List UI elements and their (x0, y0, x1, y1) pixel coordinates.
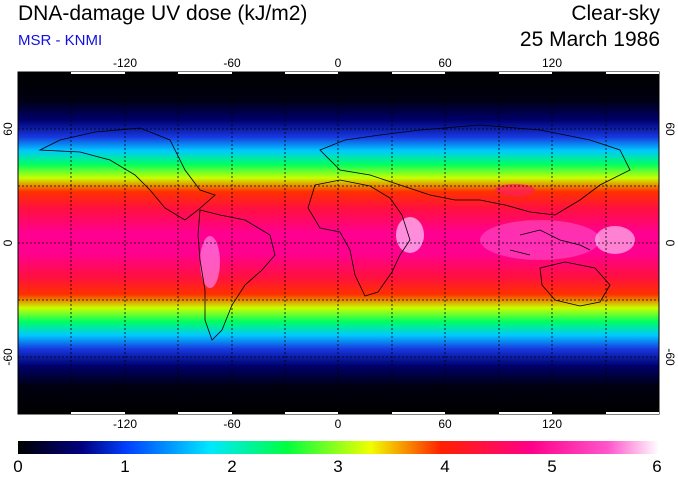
frame-segment (499, 412, 552, 414)
lon-tick-top: -60 (223, 56, 241, 70)
lon-tick-top: 60 (438, 56, 452, 70)
frame-segment (499, 72, 552, 74)
lat-ticks-left: 60 0 -60 (1, 122, 15, 366)
frame-scale-segments (71, 72, 659, 414)
map-title: DNA-damage UV dose (kJ/m2) (18, 2, 308, 25)
lon-tick-bottom: 0 (335, 417, 342, 431)
east-africa-high-dose-region (396, 217, 424, 253)
lat-tick-left: 60 (1, 122, 15, 136)
frame-segment (285, 412, 338, 414)
graticule (18, 72, 659, 414)
colorbar-label: 2 (227, 457, 237, 476)
frame-segment (606, 72, 659, 74)
colorbar-label: 6 (652, 457, 662, 476)
lon-ticks-top: -120 -60 0 60 120 (113, 56, 562, 70)
source-label: MSR - KNMI (18, 32, 103, 49)
lat-tick-right: 0 (663, 240, 677, 247)
colorbar (18, 441, 659, 454)
colorbar-label: 0 (13, 457, 23, 476)
colorbar-label: 5 (547, 457, 557, 476)
frame-segment (71, 412, 125, 414)
lon-tick-top: 0 (335, 56, 342, 70)
lon-tick-bottom: -120 (113, 417, 137, 431)
date-label: 25 March 1986 (519, 28, 660, 51)
africa-coast (307, 179, 411, 297)
map-frame (17, 71, 660, 415)
lon-tick-bottom: 60 (438, 417, 452, 431)
indonesia-high-dose-region (480, 220, 600, 260)
lon-ticks-bottom: -120 -60 0 60 120 (113, 417, 562, 431)
pacific-high-dose-region (595, 226, 635, 254)
north-america-coast (38, 127, 216, 221)
frame-segment (285, 72, 338, 74)
lat-tick-left: 0 (1, 239, 15, 246)
lat-tick-left: -60 (1, 348, 15, 366)
lon-tick-bottom: 120 (542, 417, 562, 431)
frame-segment (606, 412, 659, 414)
indonesia-coast (509, 229, 591, 256)
australia-coast (539, 261, 611, 307)
lat-ticks-right: 60 0 -60 (663, 122, 677, 366)
frame-segment (178, 72, 232, 74)
sky-condition-label: Clear-sky (571, 2, 660, 25)
lon-tick-bottom: -60 (223, 417, 241, 431)
colorbar-label: 1 (120, 457, 130, 476)
frame-segment (392, 72, 445, 74)
frame-segment (71, 72, 125, 74)
coastlines (38, 124, 631, 341)
colorbar-label: 4 (440, 457, 450, 476)
frame-segment (178, 412, 232, 414)
lat-tick-right: -60 (663, 348, 677, 366)
lon-tick-top: 120 (542, 56, 562, 70)
lat-tick-right: 60 (663, 122, 677, 136)
frame-segment (392, 412, 445, 414)
lon-tick-top: -120 (113, 56, 137, 70)
tibet-high-dose-region (495, 184, 535, 196)
eurasia-coast (319, 124, 631, 216)
colorbar-label: 3 (333, 457, 343, 476)
andes-high-dose-region (200, 236, 220, 288)
